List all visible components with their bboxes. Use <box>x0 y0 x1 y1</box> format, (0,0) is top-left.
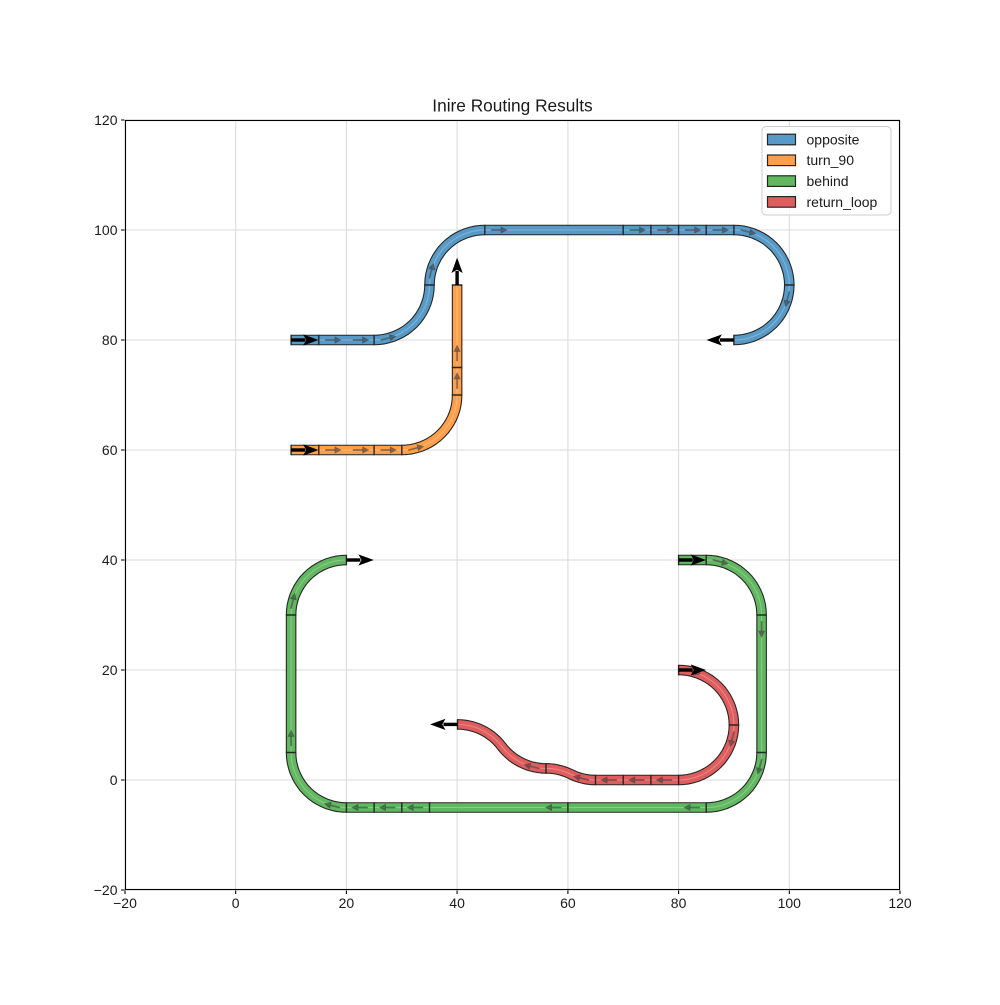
svg-text:40: 40 <box>449 895 465 911</box>
svg-text:−20: −20 <box>113 895 137 911</box>
svg-text:40: 40 <box>102 552 118 568</box>
svg-text:60: 60 <box>560 895 576 911</box>
svg-text:80: 80 <box>671 895 687 911</box>
svg-text:100: 100 <box>94 222 118 238</box>
svg-text:120: 120 <box>94 112 118 128</box>
svg-text:100: 100 <box>778 895 802 911</box>
svg-text:0: 0 <box>110 772 118 788</box>
svg-text:−20: −20 <box>94 882 118 898</box>
svg-text:Inire Routing Results: Inire Routing Results <box>432 96 593 116</box>
svg-text:60: 60 <box>102 442 118 458</box>
svg-text:turn_90: turn_90 <box>807 152 855 168</box>
svg-text:80: 80 <box>102 332 118 348</box>
svg-text:20: 20 <box>339 895 355 911</box>
svg-text:120: 120 <box>888 895 912 911</box>
svg-text:20: 20 <box>102 662 118 678</box>
svg-text:0: 0 <box>232 895 240 911</box>
svg-text:behind: behind <box>807 173 849 189</box>
svg-text:return_loop: return_loop <box>807 194 878 210</box>
svg-text:opposite: opposite <box>807 131 860 147</box>
